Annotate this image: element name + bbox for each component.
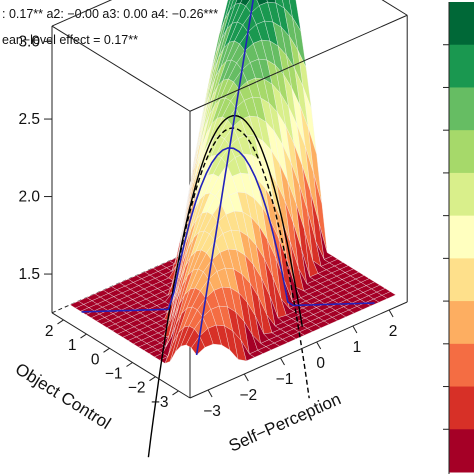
z-tick-label: 2.5 <box>18 111 40 128</box>
colorbar-swatch <box>449 215 474 259</box>
surface-patch <box>381 291 397 299</box>
y-tick-label: 0 <box>91 351 100 368</box>
x-tick-label: 0 <box>316 355 325 372</box>
surface-patch <box>224 0 234 20</box>
coefficients-line: : 0.17** a2: −0.00 a3: 0.00 a4: −0.26*** <box>2 7 218 21</box>
x-axis-tick <box>352 325 358 334</box>
y-axis-title: Object Control <box>12 359 114 433</box>
colorbar-swatch <box>449 301 474 345</box>
x-axis-tick <box>316 341 322 350</box>
mean-level-effect-line: ean−level effect = 0.17** <box>2 33 138 47</box>
y-tick-label: 2 <box>45 323 54 340</box>
box-edge-left-top <box>51 25 191 112</box>
colorbar-swatch <box>449 386 474 430</box>
x-tick-label: −2 <box>239 387 257 404</box>
plot-area: 1.52.02.53.0−3−2−1012−3−2−1012Self−Perce… <box>12 0 408 458</box>
colorbar-swatch <box>449 2 474 46</box>
y-axis-tick <box>126 362 133 367</box>
y-axis-tick <box>80 333 87 339</box>
z-tick-label: 1.5 <box>18 266 40 283</box>
line-of-incongruence <box>81 147 375 313</box>
x-axis-tick <box>388 309 394 318</box>
colorbar-swatch <box>449 130 474 174</box>
surface-patch <box>240 0 251 7</box>
colorbar-swatch <box>449 172 474 217</box>
y-tick-label: −3 <box>151 394 169 411</box>
colorbar-swatch <box>449 258 474 302</box>
y-tick-label: −1 <box>105 366 123 383</box>
y-tick-label: 1 <box>68 337 77 354</box>
box-edge-front-top <box>189 14 408 112</box>
colorbar-swatch <box>449 44 474 88</box>
color-scale-bar <box>443 2 474 474</box>
colorbar-swatch <box>449 429 474 473</box>
surface-patch <box>227 0 229 1</box>
surface-contour-line <box>147 114 303 458</box>
x-tick-label: 1 <box>353 339 362 356</box>
box-edge-back-top <box>51 0 113 27</box>
x-tick-label: −3 <box>203 403 221 420</box>
x-axis-tick <box>243 373 249 382</box>
x-tick-label: 2 <box>389 323 398 340</box>
y-axis-tick <box>172 390 179 396</box>
z-tick-label: 3.0 <box>18 34 40 51</box>
y-axis-tick <box>57 319 64 325</box>
line-of-congruence <box>195 0 254 356</box>
y-axis-tick <box>149 376 156 382</box>
x-axis-tick <box>207 389 213 398</box>
x-axis-tick <box>280 357 285 366</box>
colorbar-swatch <box>449 87 474 131</box>
box-edge-right-top <box>381 0 408 16</box>
surface-contour-line-dashed <box>178 127 310 399</box>
x-tick-label: −1 <box>276 371 294 388</box>
surface-patch <box>234 0 243 5</box>
surface-patch <box>229 0 238 10</box>
y-tick-label: −2 <box>128 380 146 397</box>
y-axis-tick <box>103 347 110 353</box>
z-tick-label: 2.0 <box>18 189 40 206</box>
box-edge-floor-left <box>51 312 191 399</box>
colorbar-swatch <box>449 343 474 388</box>
box-edge-floor-front <box>189 301 408 399</box>
